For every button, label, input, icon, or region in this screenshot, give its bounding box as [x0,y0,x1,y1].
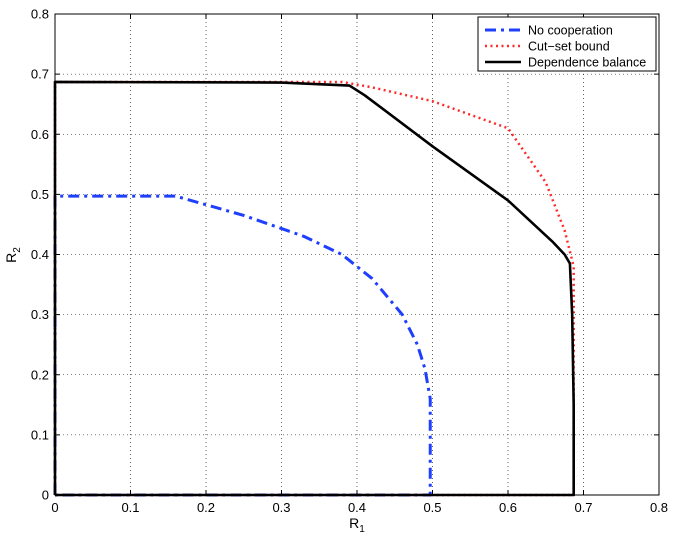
series-line-dependence-balance [53,80,575,497]
x-tick-labels: 0 0.1 0.2 0.3 0.4 0.5 0.6 0.7 0.8 [51,500,668,515]
x-axis-title-sub: 1 [359,524,365,535]
x-tick-label: 0.4 [348,500,366,515]
y-tick-label: 0.3 [31,307,49,322]
series-line-no-cooperation [53,194,432,497]
x-tick-label: 0.5 [423,500,441,515]
legend-entries: No cooperation Cut−set bound Dependence ba… [485,24,646,70]
series-layer [53,80,575,497]
y-tick-label: 0.6 [31,127,49,142]
legend-label: Cut−set bound [528,40,610,54]
x-tick-label: 0.7 [574,500,592,515]
x-tick-label: 0.6 [499,500,517,515]
y-tick-labels: 0 0.1 0.2 0.3 0.4 0.5 0.6 0.7 0.8 [31,7,49,503]
y-axis-title-sub: 2 [12,247,23,253]
y-tick-label: 0.1 [31,427,49,442]
x-axis-title: R1 [349,515,365,535]
y-tick-label: 0.5 [31,187,49,202]
x-tick-label: 0.3 [272,500,290,515]
x-axis-title-main: R [349,515,359,531]
y-tick-label: 0.7 [31,67,49,82]
x-tick-label: 0.1 [121,500,139,515]
y-tick-label: 0.2 [31,367,49,382]
y-tick-label: 0.8 [31,7,49,22]
y-tick-label: 0 [42,488,49,503]
grid [55,14,659,495]
y-tick-label: 0.4 [31,247,49,262]
legend-label: No cooperation [528,24,613,38]
y-axis-title: R2 [3,247,23,263]
x-tick-label: 0.8 [650,500,668,515]
x-tick-label: 0.2 [197,500,215,515]
y-axis-title-main: R [3,253,19,263]
legend: No cooperation Cut−set bound Dependence ba… [477,16,657,72]
x-tick-label: 0 [51,500,58,515]
legend-label: Dependence balance [528,56,646,70]
